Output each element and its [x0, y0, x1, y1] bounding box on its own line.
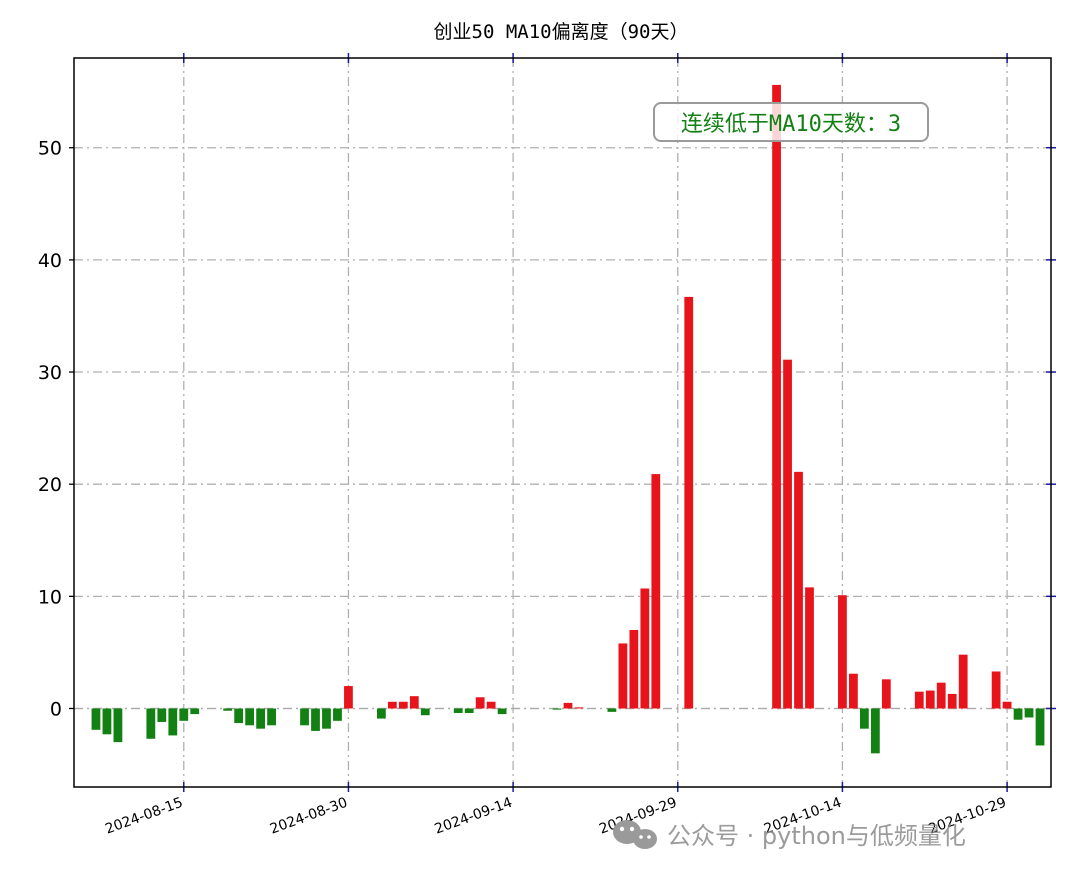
bar-2024-09-05 [409, 696, 419, 709]
y-tick-label-3: 30 [38, 362, 62, 384]
y-tick-label-2: 20 [38, 474, 62, 496]
bar-2024-09-23 [607, 708, 617, 712]
bar-2024-08-16 [190, 708, 200, 715]
bar-2024-08-15 [179, 708, 189, 721]
watermark: 公众号 · python与低频量化 [613, 820, 966, 850]
bar-2024-08-13 [157, 708, 167, 722]
y-tick-labels: 0 10 20 30 40 50 [38, 138, 62, 721]
bar-2024-09-27 [651, 474, 661, 709]
wechat-icon [613, 820, 657, 849]
bar-2024-08-08 [102, 708, 112, 735]
bar-2024-10-14 [838, 595, 847, 709]
bar-2024-10-17 [870, 708, 880, 754]
bar-2024-08-22 [256, 708, 266, 729]
bar-2024-08-20 [234, 708, 244, 724]
y-tick-label-0: 0 [50, 698, 62, 720]
y-tick-label-4: 40 [38, 250, 62, 272]
bar-2024-09-18 [552, 708, 562, 710]
bar-2024-09-04 [398, 701, 408, 709]
bar-2024-09-25 [629, 629, 639, 709]
bar-2024-10-09 [783, 359, 792, 709]
bar-2024-09-26 [640, 588, 650, 709]
chart-title: 创业50 MA10偏离度（90天） [434, 21, 689, 43]
bar-2024-10-18 [881, 679, 891, 709]
bar-2024-10-29 [1002, 701, 1012, 709]
annotation-box: 连续低于MA10天数：3 [653, 102, 929, 142]
bar-2024-10-28 [991, 671, 1001, 709]
bar-2024-10-25 [958, 654, 968, 709]
bar-2024-10-16 [859, 708, 869, 729]
bar-2024-08-27 [311, 708, 320, 731]
annotation-text: 连续低于MA10天数：3 [681, 112, 901, 137]
bar-2024-08-19 [223, 708, 233, 711]
bar-2024-10-08 [772, 84, 781, 709]
bar-2024-09-24 [618, 643, 628, 709]
bar-2024-08-30 [344, 686, 353, 709]
bar-2024-09-03 [387, 701, 397, 709]
bar-2024-09-30 [684, 296, 694, 709]
bar-2024-10-24 [947, 693, 957, 709]
bar-2024-08-21 [245, 708, 255, 726]
bar-2024-09-19 [563, 702, 573, 709]
bar-2024-09-11 [475, 697, 485, 709]
bar-2024-08-12 [146, 708, 156, 739]
bar-2024-10-30 [1013, 708, 1023, 720]
bar-2024-09-13 [497, 708, 507, 715]
bar-2024-10-31 [1024, 708, 1034, 718]
bar-2024-09-20 [574, 707, 584, 709]
plot-frame [73, 57, 1052, 788]
bar-2024-10-15 [849, 673, 858, 709]
bar-2024-10-21 [914, 691, 924, 709]
bar-2024-08-29 [333, 708, 342, 721]
bar-2024-10-22 [925, 690, 935, 709]
bar-2024-10-10 [794, 471, 803, 709]
bar-2024-09-12 [486, 701, 496, 709]
bar-2024-11-01 [1035, 708, 1045, 746]
bar-2024-10-11 [805, 587, 814, 709]
bar-2024-10-23 [936, 682, 946, 709]
plot-area [74, 58, 1051, 787]
bar-2024-08-14 [168, 708, 178, 736]
y-tick-label-1: 10 [38, 586, 62, 608]
bar-2024-09-02 [376, 708, 386, 719]
bar-2024-08-26 [300, 708, 309, 726]
bar-2024-09-09 [453, 708, 463, 713]
bar-2024-08-23 [267, 708, 276, 726]
bar-2024-08-07 [91, 708, 101, 730]
y-tick-label-5: 50 [38, 138, 62, 160]
watermark-text: 公众号 · python与低频量化 [667, 822, 966, 850]
bar-2024-09-10 [464, 708, 474, 713]
bar-2024-09-06 [420, 708, 430, 716]
bar-2024-08-28 [322, 708, 331, 729]
bar-series [91, 84, 1045, 754]
bar-2024-08-09 [113, 708, 123, 743]
